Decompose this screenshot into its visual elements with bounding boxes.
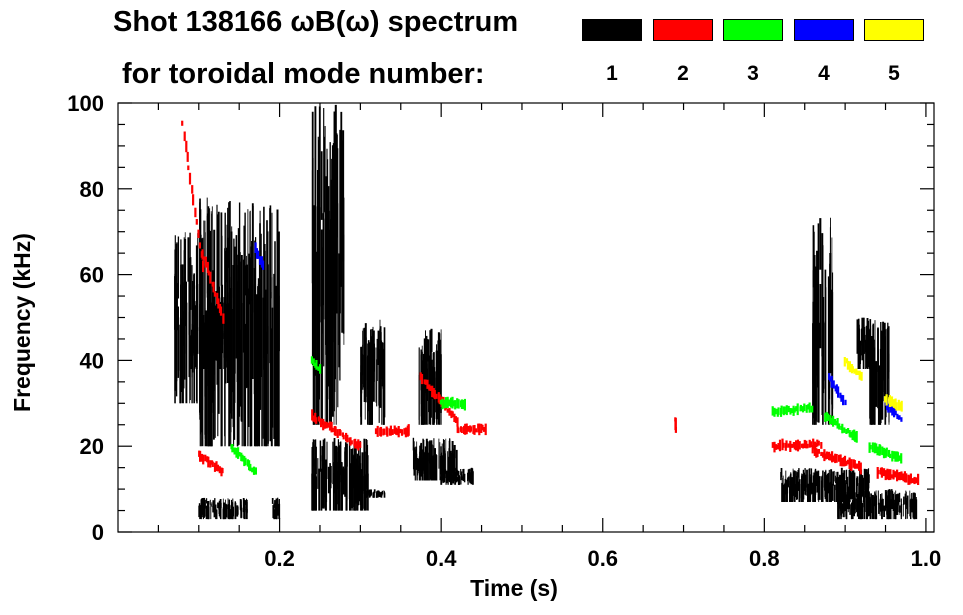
legend-label-mode-2: 2 xyxy=(677,62,689,85)
legend-swatch-mode-2 xyxy=(653,19,713,41)
legend-label-mode-3: 3 xyxy=(747,62,759,85)
y-axis-label: Frequency (kHz) xyxy=(9,233,35,412)
x-tick-label: 0.8 xyxy=(749,546,780,571)
legend-swatch-mode-3 xyxy=(723,19,783,41)
legend-label-mode-1: 1 xyxy=(606,62,618,85)
y-tick-label: 40 xyxy=(80,348,104,373)
series-mode-2 xyxy=(181,120,920,485)
x-tick-label: 0.6 xyxy=(587,546,618,571)
series-mode-4 xyxy=(254,242,903,422)
y-tick-label: 20 xyxy=(80,434,104,459)
chart-title: Shot 138166 ωB(ω) spectrum xyxy=(113,6,519,38)
y-tick-label: 100 xyxy=(67,91,104,116)
x-axis-label: Time (s) xyxy=(470,575,558,601)
x-tick-label: 1.0 xyxy=(911,546,942,571)
legend-swatch-mode-1 xyxy=(582,19,642,41)
series-mode-3 xyxy=(230,356,903,475)
x-tick-label: 0.2 xyxy=(264,546,295,571)
y-tick-label: 60 xyxy=(80,263,104,288)
series-mode-5 xyxy=(843,357,903,412)
chart-subtitle: for toroidal mode number: xyxy=(122,58,485,90)
series-mode-1 xyxy=(174,104,918,520)
y-tick-label: 0 xyxy=(92,520,104,545)
legend-label-mode-4: 4 xyxy=(818,62,830,85)
y-tick-label: 80 xyxy=(80,177,104,202)
legend-swatch-mode-4 xyxy=(794,19,854,41)
legend-label-mode-5: 5 xyxy=(888,62,900,85)
legend-swatch-mode-5 xyxy=(864,19,924,41)
x-tick-label: 0.4 xyxy=(426,546,457,571)
